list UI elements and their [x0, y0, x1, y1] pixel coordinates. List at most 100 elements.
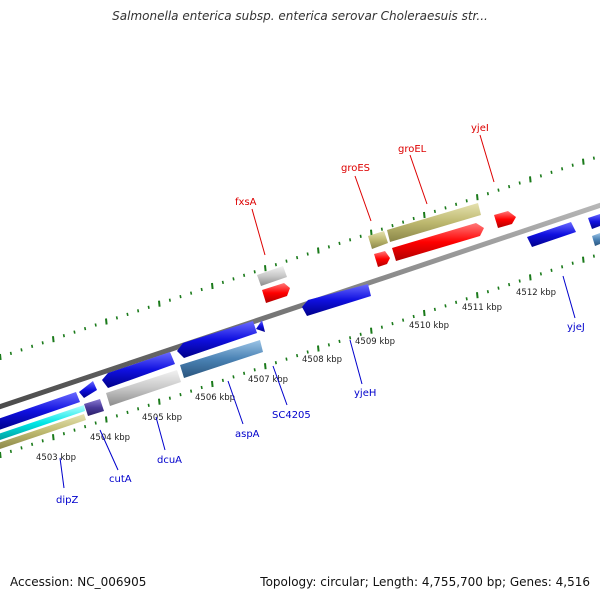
minor-tick: [84, 326, 87, 331]
gene-label-dcuA[interactable]: dcuA: [157, 455, 182, 466]
gene-arrow-yjeH[interactable]: [302, 284, 371, 316]
gene-label-yjeH[interactable]: yjeH: [354, 388, 376, 399]
minor-tick: [402, 318, 405, 322]
kbp-label: 4508 kbp: [302, 355, 342, 365]
minor-tick: [9, 449, 12, 454]
gene-features: [0, 203, 600, 450]
minor-tick: [20, 348, 23, 352]
minor-tick: [550, 268, 553, 272]
major-tick: [582, 256, 585, 263]
gene-arrow-red-small-2[interactable]: [374, 251, 390, 267]
minor-tick: [190, 389, 193, 393]
gene-arrow-cyan[interactable]: [0, 405, 85, 441]
minor-tick: [539, 272, 542, 276]
kbp-label: 4510 kbp: [409, 321, 449, 331]
minor-tick: [62, 334, 65, 338]
minor-tick: [274, 361, 277, 365]
gene-label-aspA[interactable]: aspA: [235, 429, 260, 440]
minor-tick: [115, 316, 118, 320]
gene-label-fxsA[interactable]: fxsA: [235, 197, 257, 208]
minor-tick: [561, 167, 564, 171]
gene-arrow-dipZ[interactable]: [0, 414, 86, 450]
gene-arrow-small-blue[interactable]: [79, 381, 97, 398]
gene-arrow-tiny[interactable]: [256, 320, 265, 332]
gene-arrow-blue-left[interactable]: [0, 392, 80, 430]
minor-tick: [508, 184, 511, 189]
minor-tick: [497, 188, 500, 192]
kbp-label: 4503 kbp: [36, 453, 76, 463]
gene-label-cutA[interactable]: cutA: [109, 474, 132, 485]
kbp-label: 4509 kbp: [355, 337, 395, 347]
major-tick: [158, 398, 161, 405]
kbp-labels-upright: 4503 kbp 4504 kbp 4505 kbp 4506 kbp 4507…: [36, 288, 556, 463]
gene-arrow-red-long[interactable]: [392, 223, 484, 261]
minor-tick: [327, 343, 330, 347]
sequence-backbone: [0, 202, 600, 410]
topology-label: Topology:: [260, 575, 317, 589]
kbp-label: 4504 kbp: [90, 433, 130, 443]
accession-label: Accession:: [10, 575, 74, 589]
gene-label-SC4205[interactable]: SC4205: [272, 410, 311, 421]
gene-arrow-groES[interactable]: [368, 231, 388, 249]
minor-tick: [253, 270, 256, 274]
major-tick: [211, 282, 214, 290]
gene-arrow-right-blue[interactable]: [588, 214, 600, 229]
major-tick: [52, 434, 55, 441]
gene-label-yjeJ[interactable]: yjeJ: [567, 322, 585, 333]
minor-tick: [380, 227, 383, 231]
kbp-label: 4506 kbp: [195, 393, 235, 403]
outer-tick-ring: [0, 156, 595, 361]
gene-arrow-yjeJ[interactable]: [527, 222, 576, 247]
minor-tick: [31, 442, 34, 446]
genes-label: Genes:: [509, 575, 552, 589]
minor-tick: [274, 263, 277, 267]
major-tick: [317, 247, 320, 254]
minor-tick: [62, 432, 65, 436]
accession-info: Accession: NC_006905: [10, 575, 146, 589]
minor-tick: [391, 321, 394, 326]
gene-arrow-red-small-1[interactable]: [262, 283, 290, 303]
length-value: 4,755,700 bp: [421, 575, 502, 589]
kbp-label: 4505 kbp: [142, 413, 182, 423]
topology-value: circular: [320, 575, 365, 589]
gene-arrow-fxsA[interactable]: [257, 266, 287, 286]
minor-tick: [126, 312, 129, 317]
minor-tick: [349, 238, 352, 242]
minor-tick: [168, 396, 171, 400]
minor-tick: [465, 297, 468, 301]
minor-tick: [455, 300, 458, 304]
gene-arrow-cutA[interactable]: [84, 399, 104, 416]
gene-label-groES[interactable]: groES: [341, 163, 370, 174]
gene-arrow-SC4205[interactable]: [177, 321, 257, 358]
minor-tick: [200, 287, 203, 292]
minor-tick: [200, 385, 203, 390]
minor-tick: [433, 209, 436, 214]
minor-tick: [508, 282, 511, 287]
minor-tick: [285, 357, 288, 361]
gene-arrow-dcuA[interactable]: [106, 370, 181, 406]
minor-tick: [296, 255, 299, 260]
gene-arrow-aspA[interactable]: [180, 340, 263, 378]
minor-tick: [243, 273, 246, 277]
minor-tick: [444, 304, 447, 308]
accession-value: NC_006905: [77, 575, 147, 589]
gene-arrow-right-steel[interactable]: [592, 233, 600, 246]
major-tick: [264, 265, 267, 272]
gene-label-dipZ[interactable]: dipZ: [56, 495, 78, 506]
gene-label-groEL[interactable]: groEL: [398, 144, 427, 155]
label-leaders: [59, 134, 576, 489]
minor-tick: [571, 261, 574, 265]
gene-arrow-yjeI[interactable]: [494, 211, 516, 228]
minor-tick: [221, 280, 224, 285]
genome-summary: Topology: circular; Length: 4,755,700 bp…: [260, 575, 590, 589]
minor-tick: [359, 332, 362, 336]
major-tick: [582, 158, 585, 165]
map-title: Salmonella enterica subsp. enterica sero…: [112, 9, 488, 23]
minor-tick: [20, 446, 23, 450]
gene-arrow-groEL[interactable]: [387, 203, 481, 242]
gene-arrow-blue-2[interactable]: [102, 352, 175, 388]
gene-label-yjeI[interactable]: yjeI: [471, 123, 489, 134]
minor-tick: [402, 220, 405, 224]
gene-labels: fxsA groES groEL yjeI dipZ cutA dcuA asp…: [56, 123, 585, 506]
minor-tick: [137, 309, 140, 313]
